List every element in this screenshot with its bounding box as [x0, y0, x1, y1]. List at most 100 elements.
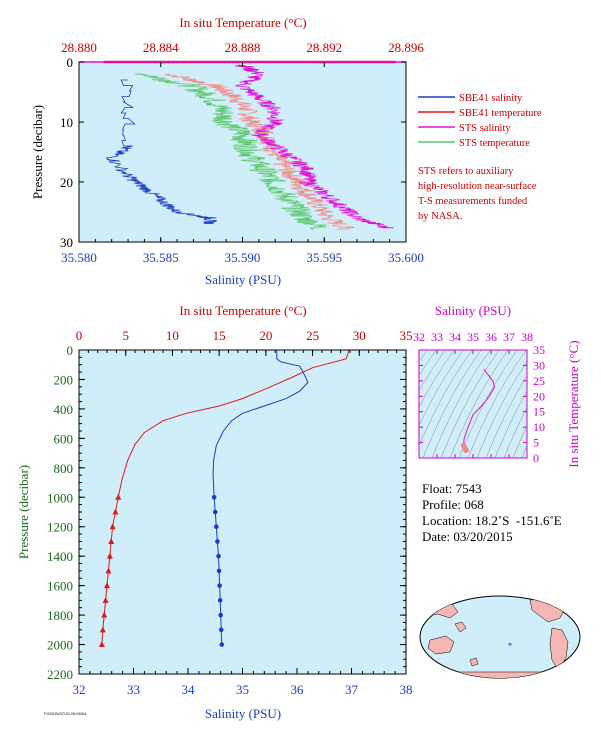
float-location-marker: *	[508, 641, 513, 651]
ts-density-contour	[512, 425, 527, 458]
ts-x-tick-label: 37	[503, 330, 515, 344]
note-line-1: STS refers to auxiliary	[418, 166, 514, 177]
top-sts-temperature-shadow	[164, 73, 355, 230]
ts-density-contour	[419, 350, 428, 363]
bottom-xtop-tick-label: 30	[353, 328, 366, 343]
top-xbottom-tick-label: 35.590	[225, 250, 261, 265]
ts-y-tick-label: 20	[533, 389, 545, 403]
top-axes: 35.580 35.585 35.590 35.595 35.600 28.880 28.8…	[60, 40, 424, 265]
bottom-xtop-tick-label: 5	[122, 328, 129, 343]
legend-item-label: STS temperature	[459, 138, 530, 149]
salinity-marker	[217, 598, 223, 603]
temperature-marker	[106, 552, 113, 559]
bottom-y-tick-label: 2200	[47, 667, 73, 682]
ts-density-contour	[590, 340, 601, 468]
ts-density-contour	[581, 340, 601, 468]
bottom-xbottom-tick-label: 38	[400, 682, 413, 697]
note-line-4: by NASA.	[418, 211, 463, 222]
bottom-plot-area	[78, 349, 407, 675]
ts-y-tick-label: 25	[533, 374, 545, 388]
bottom-salinity-line	[212, 350, 309, 498]
bottom-y-tick-label: 1600	[47, 579, 73, 594]
ts-density-contour	[419, 350, 446, 392]
ts-density-contour	[476, 361, 527, 458]
temperature-marker	[98, 641, 105, 648]
ts-density-contours	[419, 340, 601, 468]
ts-x-tick-label: 33	[431, 330, 443, 344]
top-xtop-tick-label: 28.888	[225, 40, 261, 55]
temperature-marker	[99, 626, 106, 633]
temperature-marker	[101, 611, 108, 618]
salinity-marker	[216, 568, 222, 574]
ts-density-contour	[431, 350, 491, 458]
ts-density-contour	[503, 406, 527, 458]
top-xbottom-tick-label: 35.580	[61, 250, 97, 265]
salinity-marker	[218, 612, 223, 618]
temperature-marker	[112, 508, 119, 515]
top-xtop-tick-label: 28.896	[388, 40, 424, 55]
bottom-y-tick-label: 2000	[47, 638, 73, 653]
bottom-xtop-tick-label: 25	[306, 328, 319, 343]
ts-x-tick-label: 34	[449, 330, 461, 344]
legend: SBE41 salinity SBE41 temperature STS salin…	[418, 93, 542, 149]
bottom-xtop-tick-label: 35	[400, 328, 413, 343]
footer-stamp: FG2015/07/15 09:08/04	[44, 711, 87, 716]
salinity-marker	[214, 524, 219, 530]
temperature-marker	[104, 582, 111, 589]
ts-plot-area	[418, 349, 528, 459]
top-sbe41-salinity	[105, 79, 218, 224]
bottom-y-tick-label: 1400	[47, 549, 73, 564]
profile-label: Profile:	[422, 497, 461, 512]
note-line-3: T-S measurements funded	[418, 196, 528, 207]
date-value: 03/20/2015	[453, 529, 513, 544]
bottom-xbottom-tick-label: 35	[236, 682, 249, 697]
date-label: Date:	[422, 529, 451, 544]
salinity-marker	[219, 642, 225, 647]
ts-density-contour	[419, 350, 464, 427]
bottom-xtop-tick-label: 10	[166, 328, 179, 343]
top-xtop-tick-label: 28.892	[306, 40, 342, 55]
ts-density-contour	[440, 350, 500, 458]
salinity-marker	[215, 539, 220, 544]
ts-x-tick-label: 38	[521, 330, 533, 344]
bottom-xtop-tick-label: 15	[213, 328, 226, 343]
location-value: 18.2˚S -151.6˚E	[475, 513, 562, 528]
ts-density-contour	[485, 375, 527, 458]
ts-density-contour	[422, 350, 482, 458]
ts-y-tick-label: 15	[533, 405, 545, 419]
float-info: Float: 7543 Profile: 068 Location: 18.2˚…	[422, 481, 562, 545]
legend-note: STS refers to auxiliary high-resolution …	[418, 164, 598, 224]
salinity-marker	[211, 494, 217, 500]
ts-temperature-axis-label: In situ Temperature (°C)	[566, 340, 581, 467]
top-y-tick-label: 20	[60, 175, 73, 190]
float-label: Float:	[422, 481, 453, 496]
bottom-xtop-tick-label: 0	[76, 328, 83, 343]
temperature-marker	[108, 537, 115, 544]
bottom-temperature-axis-label: In situ Temperature (°C)	[179, 303, 306, 318]
top-xtop-tick-label: 28.880	[61, 40, 97, 55]
ts-x-tick-label: 36	[485, 330, 497, 344]
bottom-y-tick-label: 600	[54, 431, 74, 446]
ts-series-group	[460, 368, 496, 454]
ts-density-contour	[494, 390, 527, 458]
temperature-marker	[109, 523, 116, 530]
bottom-xbottom-tick-label: 36	[291, 682, 305, 697]
bottom-xtop-tick-label: 20	[259, 328, 272, 343]
top-panel: 35.580 35.585 35.590 35.595 35.600 28.880 28.8…	[30, 15, 424, 287]
note-line-2: high-resolution near-surface	[418, 181, 537, 192]
bottom-y-tick-label: 1800	[47, 608, 73, 623]
ts-density-contour	[419, 350, 437, 377]
bottom-y-tick-label: 1000	[47, 490, 73, 505]
float-value: 7543	[455, 481, 482, 496]
bottom-y-tick-label: 0	[67, 343, 74, 358]
bottom-y-tick-label: 200	[54, 372, 74, 387]
ts-y-tick-label: 35	[533, 343, 545, 357]
bottom-pressure-axis-label: Pressure (decibar)	[16, 465, 31, 559]
bottom-temperature-line	[117, 349, 350, 498]
bottom-xbottom-tick-label: 34	[182, 682, 196, 697]
ts-salinity-axis-label: Salinity (PSU)	[435, 303, 511, 318]
bottom-y-tick-label: 400	[54, 402, 74, 417]
top-xbottom-tick-label: 35.595	[306, 250, 342, 265]
top-sts-salinity	[234, 64, 395, 229]
